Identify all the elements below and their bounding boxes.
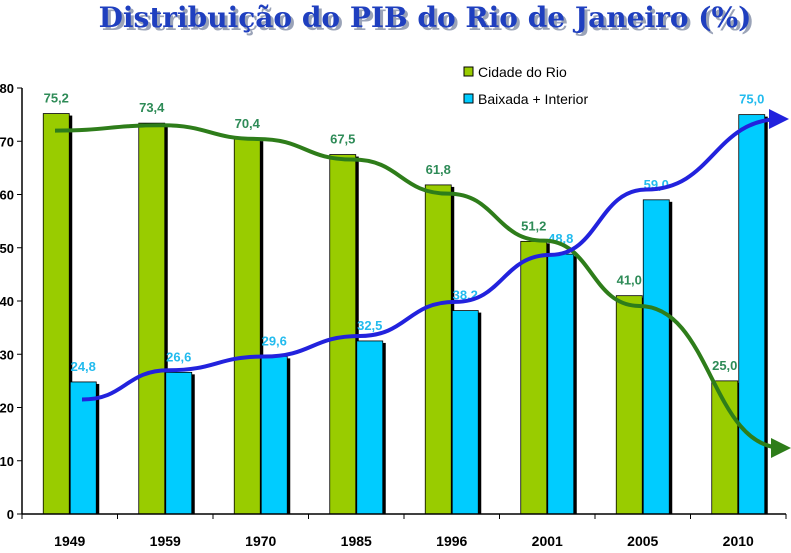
- y-tick-label: 20: [0, 401, 14, 416]
- bar: [738, 114, 766, 515]
- y-tick-label: 60: [0, 188, 14, 203]
- bar: [138, 122, 166, 515]
- y-tick-label: 30: [0, 347, 14, 362]
- x-tick-label: 1959: [150, 533, 181, 549]
- data-label: 41,0: [617, 273, 642, 288]
- bar: [233, 138, 261, 515]
- legend-swatch-baixada: [463, 93, 474, 104]
- y-tick-label: 10: [0, 454, 14, 469]
- data-label: 25,0: [712, 358, 737, 373]
- data-label: 29,6: [262, 333, 287, 348]
- bar: [165, 371, 193, 515]
- x-tick-label: 1949: [54, 533, 85, 549]
- y-tick-label: 40: [0, 294, 14, 309]
- data-label: 75,0: [739, 92, 764, 107]
- data-label: 51,2: [521, 218, 546, 233]
- y-tick-label: 0: [7, 507, 14, 522]
- bar: [547, 253, 575, 515]
- data-label: 61,8: [426, 162, 451, 177]
- bar: [260, 355, 288, 515]
- bars: [42, 113, 768, 515]
- x-tick-label: 1996: [436, 533, 467, 549]
- bar: [42, 113, 70, 515]
- data-label: 32,5: [357, 318, 382, 333]
- bar: [356, 340, 384, 515]
- bar: [615, 295, 643, 515]
- x-tick-label: 1970: [245, 533, 276, 549]
- x-tick-label: 1985: [341, 533, 372, 549]
- data-label: 24,8: [71, 359, 96, 374]
- legend-swatch-cidade: [463, 66, 474, 77]
- data-label: 70,4: [235, 116, 261, 131]
- y-tick-label: 80: [0, 81, 14, 96]
- legend-label-cidade: Cidade do Rio: [478, 64, 567, 80]
- data-label: 73,4: [139, 100, 165, 115]
- bar: [451, 310, 479, 515]
- bar: [69, 381, 97, 515]
- bar: [642, 199, 670, 515]
- y-axis: 0 10 20 30 40 50 60 70 80: [0, 81, 23, 522]
- x-axis: 1949 1959 1970 1985 1996 2001 2005 2010: [21, 513, 787, 549]
- y-tick-label: 70: [0, 134, 14, 149]
- data-label: 75,2: [44, 91, 69, 106]
- legend-label-baixada: Baixada + Interior: [478, 91, 588, 107]
- bar: [424, 184, 452, 515]
- data-label: 26,6: [166, 349, 191, 364]
- trend-arrows: [54, 109, 791, 458]
- legend: Cidade do Rio Baixada + Interior: [463, 64, 588, 107]
- data-labels: 75,224,873,426,670,429,667,532,561,838,2…: [44, 91, 765, 374]
- chart-title: Distribuição do PIB do Rio de Janeiro (%…: [99, 1, 752, 34]
- bar: [520, 240, 548, 515]
- x-tick-label: 2001: [532, 533, 563, 549]
- trend-arrow-baixada: [81, 109, 789, 402]
- x-tick-label: 2005: [627, 533, 658, 549]
- chart-title-shadow: Distribuição do PIB do Rio de Janeiro (%…: [102, 4, 755, 37]
- x-tick-label: 2010: [723, 533, 754, 549]
- y-tick-label: 50: [0, 241, 14, 256]
- trend-arrow-cidade: [54, 123, 791, 458]
- data-label: 67,5: [330, 132, 355, 147]
